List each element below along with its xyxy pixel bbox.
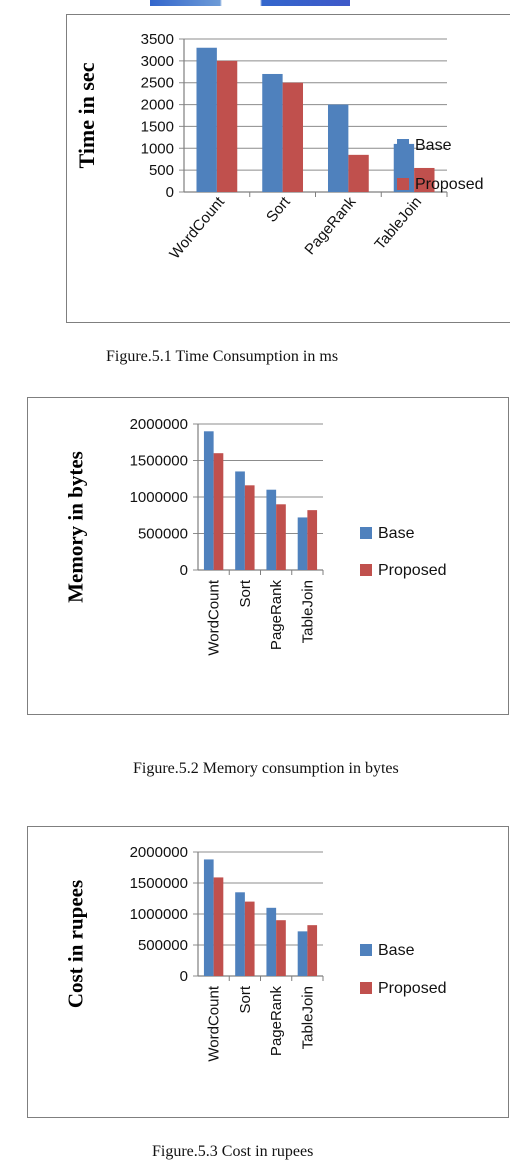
y-tick-label: 1000000 xyxy=(130,906,188,923)
bar-proposed-wordcount xyxy=(216,60,238,192)
y-tick-label: 0 xyxy=(166,184,174,201)
figure-2-frame: 2000000 1500000 1000000 500000 0 WordCount Sor… xyxy=(27,397,509,715)
x-tick-label: PageRank xyxy=(268,986,285,1057)
legend-label-proposed: Proposed xyxy=(378,562,447,579)
bar-proposed-pagerank xyxy=(276,504,286,570)
bar-base-pagerank xyxy=(327,104,349,192)
y-tick-label: 500 xyxy=(149,162,174,179)
y-tick-label: 2000000 xyxy=(130,844,188,861)
y-tick-label: 500000 xyxy=(138,937,188,954)
memory-chart: 2000000 1500000 1000000 500000 0 WordCount Sor… xyxy=(64,416,447,656)
x-tick-label: PageRank xyxy=(268,580,285,651)
figure-1-frame: 3500 3000 2500 2000 1500 1000 500 0 WordCount Sor… xyxy=(66,14,510,323)
bar-base-wordcount xyxy=(196,47,217,192)
y-axis-label: Memory in bytes xyxy=(64,451,88,603)
y-tick-label: 500000 xyxy=(138,526,188,543)
y-tick-label: 3000 xyxy=(141,53,174,70)
bar-proposed-pagerank xyxy=(348,154,369,192)
legend-label-proposed: Proposed xyxy=(415,176,484,193)
bar-base-wordcount xyxy=(203,431,214,570)
x-tick-label: Sort xyxy=(237,985,254,1013)
bar-proposed-tablejoin xyxy=(307,925,318,976)
legend-label-base: Base xyxy=(378,525,415,542)
legend-label-base: Base xyxy=(378,942,415,959)
bar-proposed-sort xyxy=(244,485,255,570)
y-tick-label: 1000 xyxy=(141,140,174,157)
bar-proposed-tablejoin xyxy=(307,510,318,570)
y-axis-label: Cost in rupees xyxy=(64,880,88,1008)
x-tick-label: Sort xyxy=(237,579,254,607)
figure-1-caption: Figure.5.1 Time Consumption in ms xyxy=(106,348,339,365)
x-tick-label: WordCount xyxy=(166,193,228,262)
x-tick-label: WordCount xyxy=(206,985,223,1061)
y-tick-label: 0 xyxy=(180,562,188,579)
bar-base-sort xyxy=(262,73,283,192)
bar-proposed-sort xyxy=(244,901,255,976)
bar-proposed-pagerank xyxy=(276,920,286,976)
legend-swatch-base xyxy=(397,139,409,151)
bar-base-tablejoin xyxy=(297,931,308,976)
x-tick-label: TableJoin xyxy=(299,986,316,1049)
bar-base-pagerank xyxy=(266,489,277,570)
figure-3-frame: 2000000 1500000 1000000 500000 0 WordCount Sor… xyxy=(27,826,509,1118)
bar-base-tablejoin xyxy=(297,517,308,570)
y-tick-label: 2000000 xyxy=(130,416,188,433)
y-tick-label: 1500 xyxy=(141,118,174,135)
x-tick-label: TableJoin xyxy=(371,194,425,253)
y-tick-label: 1000000 xyxy=(130,489,188,506)
legend-swatch-proposed xyxy=(360,982,372,994)
y-tick-label: 0 xyxy=(180,968,188,985)
x-tick-label: PageRank xyxy=(301,193,359,258)
y-tick-label: 2000 xyxy=(141,97,174,114)
bar-proposed-wordcount xyxy=(213,877,224,976)
bar-proposed-tablejoin xyxy=(414,167,435,192)
legend-swatch-base xyxy=(360,527,372,539)
bar-base-pagerank xyxy=(266,907,277,976)
legend-swatch-proposed xyxy=(360,564,372,576)
x-tick-label: Sort xyxy=(263,193,294,226)
bar-proposed-sort xyxy=(282,82,304,192)
y-tick-label: 3500 xyxy=(141,31,174,48)
legend-swatch-proposed xyxy=(397,178,409,190)
legend-label-proposed: Proposed xyxy=(378,980,447,997)
y-tick-label: 1500000 xyxy=(130,875,188,892)
y-tick-label: 2500 xyxy=(141,75,174,92)
legend-label-base: Base xyxy=(415,137,452,154)
x-tick-label: TableJoin xyxy=(299,580,316,643)
bar-base-sort xyxy=(235,471,245,570)
x-tick-label: WordCount xyxy=(206,579,223,655)
bar-base-sort xyxy=(235,892,245,976)
figure-3-caption: Figure.5.3 Cost in rupees xyxy=(152,1143,314,1160)
y-axis-label: Time in sec xyxy=(74,62,99,168)
bar-proposed-wordcount xyxy=(213,453,224,570)
y-tick-label: 1500000 xyxy=(130,453,188,470)
bar-base-wordcount xyxy=(203,859,214,976)
cost-chart: 2000000 1500000 1000000 500000 0 WordCount Sor… xyxy=(64,844,447,1062)
legend-swatch-base xyxy=(360,944,372,956)
cropped-header-text-strip xyxy=(150,0,350,6)
figure-2-caption: Figure.5.2 Memory consumption in bytes xyxy=(133,760,399,777)
